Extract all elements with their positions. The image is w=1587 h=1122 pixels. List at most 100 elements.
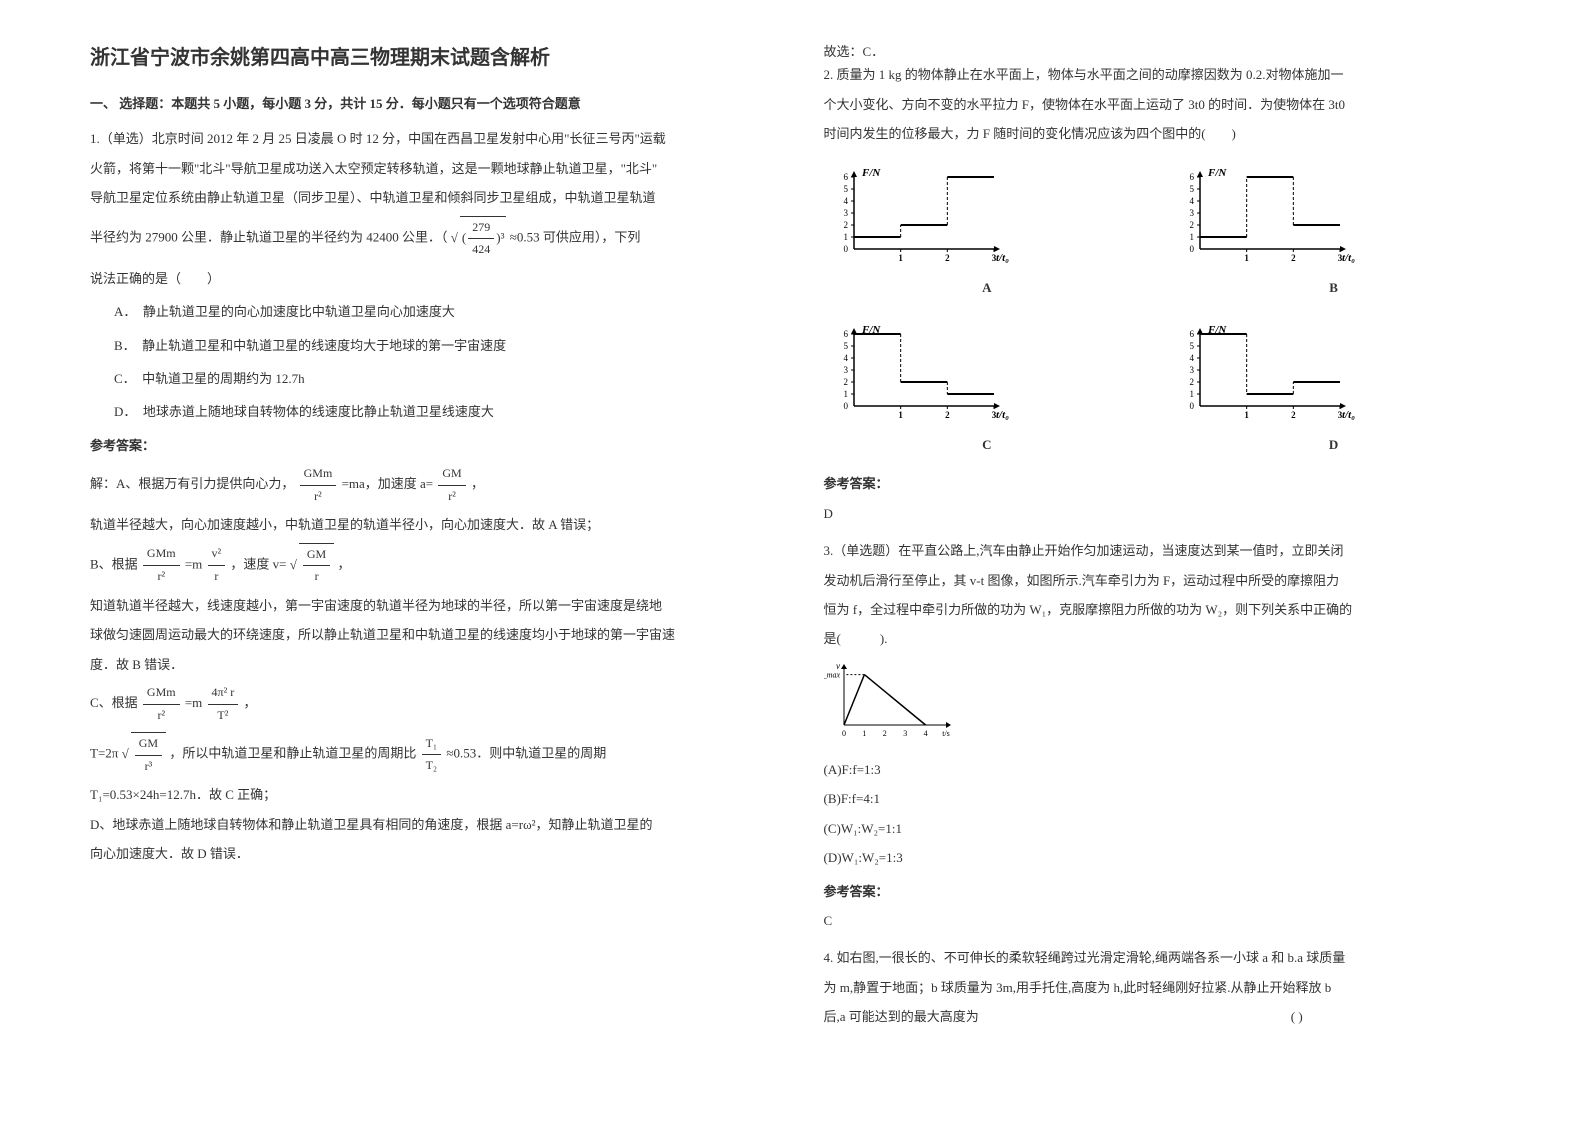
section-1-header: 一、 选择题：本题共 5 小题，每小题 3 分，共计 15 分．每小题只有一个选… — [90, 92, 764, 115]
q1-options: A． 静止轨道卫星的向心加速度比中轨道卫星向心加速度大 B． 静止轨道卫星和中轨… — [90, 300, 764, 424]
q3-option-a: (A)F:f=1:3 — [824, 758, 1498, 781]
svg-text:4: 4 — [843, 196, 848, 206]
chart-c-label: C — [824, 433, 1151, 456]
svg-text:5: 5 — [843, 341, 848, 351]
q2-answer: D — [824, 502, 1498, 525]
formula-frac: GMmr² — [143, 682, 180, 726]
q1-solution-line: 向心加速度大．故 D 错误． — [90, 842, 764, 865]
svg-text:2: 2 — [843, 377, 848, 387]
q2-chart-grid: 1234560123F/Nt/t₀ A 1234560123F/Nt/t₀ B … — [824, 162, 1498, 457]
svg-text:t/t₀: t/t₀ — [1342, 252, 1355, 264]
svg-text:5: 5 — [1190, 341, 1195, 351]
chart-d: 1234560123F/Nt/t₀ — [1170, 319, 1370, 429]
svg-text:F/N: F/N — [861, 167, 881, 179]
question-3: 3.（单选题）在平直公路上,汽车由静止开始作匀加速运动，当速度达到某一值时，立即… — [824, 539, 1498, 932]
q3-stem-line: 恒为 f，全过程中牵引力所做的功为 W₁，克服摩擦阻力所做的功为 W₂，则下列关… — [824, 598, 1498, 621]
svg-text:t/t₀: t/t₀ — [1342, 409, 1355, 421]
chart-d-label: D — [1170, 433, 1497, 456]
q1-stem-line: 导航卫星定位系统由静止轨道卫星（同步卫星）、中轨道卫星和倾斜同步卫星组成，中轨道… — [90, 186, 764, 209]
svg-text:2: 2 — [882, 729, 886, 738]
svg-text:1: 1 — [898, 410, 903, 420]
svg-text:t/s: t/s — [942, 729, 950, 738]
svg-text:6: 6 — [843, 329, 848, 339]
svg-text:6: 6 — [1190, 329, 1195, 339]
formula-frac: GMmr² — [143, 543, 180, 587]
sqrt-formula: √GMr — [290, 543, 334, 588]
chart-a-wrapper: 1234560123F/Nt/t₀ A — [824, 162, 1151, 299]
svg-text:v: v — [836, 661, 840, 671]
q1-option-d: D． 地球赤道上随地球自转物体的线速度比静止轨道卫星线速度大 — [114, 400, 764, 423]
question-4: 4. 如右图,一很长的、不可伸长的柔软轻绳跨过光滑定滑轮,绳两端各系一小球 a … — [824, 946, 1498, 1028]
q2-stem-line: 个大小变化、方向不变的水平拉力 F，使物体在水平面上运动了 3t0 的时间．为使… — [824, 93, 1498, 116]
question-1: 1.（单选）北京时间 2012 年 2 月 25 日凌晨 O 时 12 分，中国… — [90, 127, 764, 865]
svg-text:5: 5 — [843, 184, 848, 194]
q4-stem-line: 后,a 可能达到的最大高度为 ( ) — [824, 1005, 1498, 1028]
formula-frac: GMr² — [438, 463, 465, 507]
svg-text:0: 0 — [842, 729, 846, 738]
vt-chart: v_maxv01234t/s — [824, 661, 954, 748]
svg-text:6: 6 — [843, 172, 848, 182]
svg-text:6: 6 — [1190, 172, 1195, 182]
formula-frac: v²r — [208, 543, 226, 587]
chart-b: 1234560123F/Nt/t₀ — [1170, 162, 1370, 272]
q1-answer-label: 参考答案： — [90, 434, 764, 457]
svg-text:0: 0 — [1190, 244, 1195, 254]
svg-text:4: 4 — [1190, 196, 1195, 206]
svg-text:1: 1 — [843, 232, 848, 242]
q4-stem-line: 4. 如右图,一很长的、不可伸长的柔软轻绳跨过光滑定滑轮,绳两端各系一小球 a … — [824, 946, 1498, 969]
q3-stem-line: 3.（单选题）在平直公路上,汽车由静止开始作匀加速运动，当速度达到某一值时，立即… — [824, 539, 1498, 562]
svg-text:2: 2 — [945, 253, 950, 263]
q1-solution-line: T=2π √GMr³ ，所以中轨道卫星和静止轨道卫星的周期比 T₁T₂ ≈0.5… — [90, 732, 764, 777]
q1-solution-line: 轨道半径越大，向心加速度越小，中轨道卫星的轨道半径小，向心加速度大．故 A 错误… — [90, 513, 764, 536]
svg-text:0: 0 — [843, 244, 848, 254]
svg-text:2: 2 — [1190, 377, 1195, 387]
chart-a-label: A — [824, 276, 1151, 299]
svg-text:v_max: v_max — [824, 670, 840, 679]
q2-answer-label: 参考答案： — [824, 472, 1498, 495]
chart-c: 1234560123F/Nt/t₀ — [824, 319, 1024, 429]
svg-text:2: 2 — [1291, 253, 1296, 263]
chart-d-wrapper: 1234560123F/Nt/t₀ D — [1170, 319, 1497, 456]
q1-stem-line: 说法正确的是（ ） — [90, 267, 764, 290]
svg-text:2: 2 — [1291, 410, 1296, 420]
chart-c-wrapper: 1234560123F/Nt/t₀ C — [824, 319, 1151, 456]
svg-text:3: 3 — [843, 208, 848, 218]
svg-text:4: 4 — [1190, 353, 1195, 363]
formula-frac: GMmr² — [300, 463, 337, 507]
left-column: 浙江省宁波市余姚第四高中高三物理期末试题含解析 一、 选择题：本题共 5 小题，… — [60, 40, 794, 1082]
q3-option-d: (D)W₁:W₂=1:3 — [824, 846, 1498, 869]
svg-text:2: 2 — [1190, 220, 1195, 230]
svg-text:3: 3 — [1190, 365, 1195, 375]
svg-text:2: 2 — [843, 220, 848, 230]
svg-text:1: 1 — [1245, 410, 1250, 420]
q1-solution-line: 知道轨道半径越大，线速度越小，第一宇宙速度的轨道半径为地球的半径，所以第一宇宙速… — [90, 594, 764, 617]
q1-solution-line: 解：A、根据万有引力提供向心力， GMmr² =ma，加速度 a= GMr² ， — [90, 463, 764, 507]
q1-option-a: A． 静止轨道卫星的向心加速度比中轨道卫星向心加速度大 — [114, 300, 764, 323]
svg-text:2: 2 — [945, 410, 950, 420]
svg-text:t/t₀: t/t₀ — [996, 252, 1009, 264]
svg-text:1: 1 — [898, 253, 903, 263]
q1-solution-line: B、根据 GMmr² =m v²r ，速度 v= √GMr ， — [90, 543, 764, 588]
q1-stem-text: 半径约为 27900 公里．静止轨道卫星的半径约为 42400 公里．（ — [90, 229, 448, 244]
svg-text:1: 1 — [1190, 232, 1195, 242]
q2-stem-line: 时间内发生的位移最大，力 F 随时间的变化情况应该为四个图中的( ) — [824, 122, 1498, 145]
q2-stem-line: 2. 质量为 1 kg 的物体静止在水平面上，物体与水平面之间的动摩擦因数为 0… — [824, 63, 1498, 86]
q1-solution-line: 故选：C． — [824, 40, 1498, 63]
svg-text:0: 0 — [843, 401, 848, 411]
q3-answer-label: 参考答案： — [824, 880, 1498, 903]
svg-text:1: 1 — [1190, 389, 1195, 399]
svg-text:4: 4 — [843, 353, 848, 363]
chart-a: 1234560123F/Nt/t₀ — [824, 162, 1024, 272]
q1-option-b: B． 静止轨道卫星和中轨道卫星的线速度均大于地球的第一宇宙速度 — [114, 334, 764, 357]
q1-solution-line: T₁=0.53×24h=12.7h．故 C 正确； — [90, 783, 764, 806]
q1-option-c: C． 中轨道卫星的周期约为 12.7h — [114, 367, 764, 390]
svg-text:3: 3 — [903, 729, 907, 738]
q4-stem-line: 为 m,静置于地面；b 球质量为 3m,用手托住,高度为 h,此时轻绳刚好拉紧.… — [824, 976, 1498, 999]
document-title: 浙江省宁波市余姚第四高中高三物理期末试题含解析 — [90, 40, 764, 76]
question-2: 2. 质量为 1 kg 的物体静止在水平面上，物体与水平面之间的动摩擦因数为 0… — [824, 63, 1498, 525]
q3-answer: C — [824, 909, 1498, 932]
q1-solution-line: 球做匀速圆周运动最大的环绕速度，所以静止轨道卫星和中轨道卫星的线速度均小于地球的… — [90, 623, 764, 646]
svg-text:1: 1 — [862, 729, 866, 738]
svg-text:0: 0 — [1190, 401, 1195, 411]
svg-text:F/N: F/N — [1207, 167, 1227, 179]
